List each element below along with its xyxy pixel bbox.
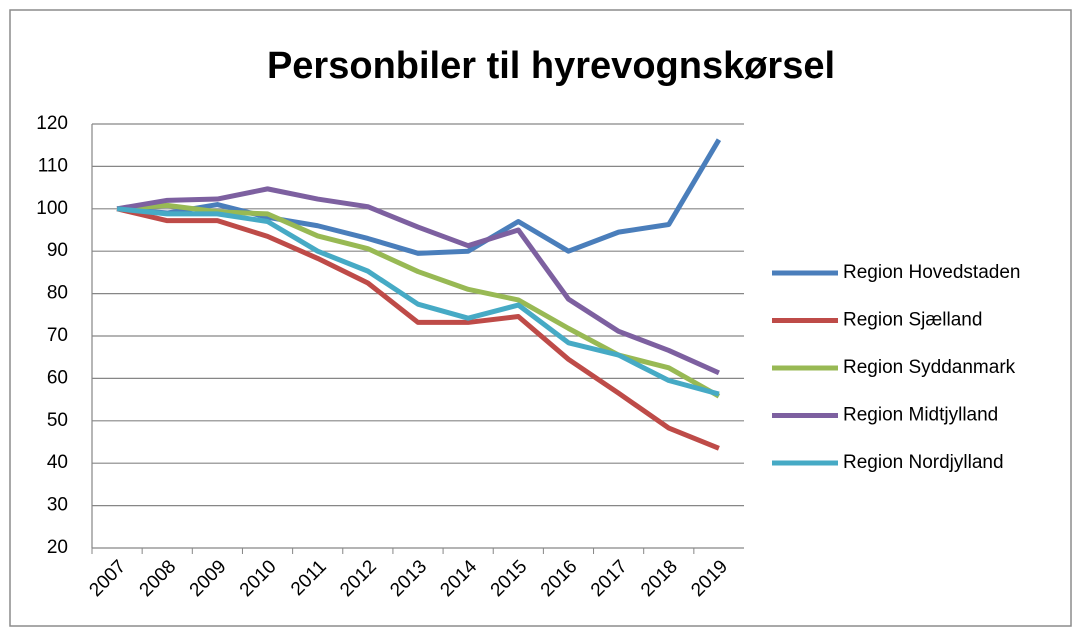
chart-frame: [9, 9, 1072, 627]
line-series: [116, 206, 720, 451]
y-tick-label: 60: [47, 367, 68, 388]
line-series: [116, 186, 720, 376]
line-series: [116, 138, 722, 256]
y-tick-label: 100: [36, 198, 68, 219]
y-tick-label: 50: [47, 410, 68, 431]
chart-title: Personbiler til hyrevognskørsel: [267, 45, 835, 87]
legend-label: Region Sjælland: [843, 310, 982, 331]
legend-label: Region Nordjylland: [843, 452, 1004, 473]
legend-label: Region Midtjylland: [843, 405, 998, 426]
y-tick-label: 40: [47, 452, 68, 473]
line-series: [116, 206, 720, 397]
y-tick-label: 110: [38, 155, 68, 176]
y-tick-label: 80: [47, 283, 68, 304]
y-tick-label: 90: [47, 240, 68, 261]
y-tick-label: 120: [36, 113, 68, 134]
y-tick-label: 30: [47, 495, 68, 516]
y-tick-label: 70: [47, 325, 68, 346]
y-tick-label: 20: [47, 537, 68, 558]
legend-label: Region Hovedstaden: [843, 262, 1020, 283]
legend-label: Region Syddanmark: [843, 357, 1016, 378]
